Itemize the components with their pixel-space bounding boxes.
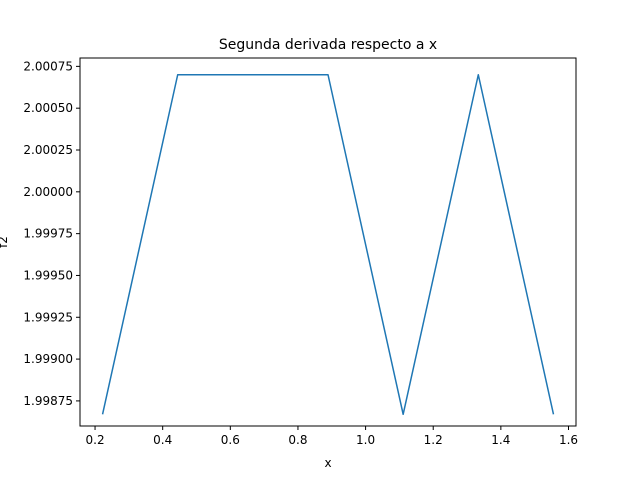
y-tick-label: 2.00025: [23, 143, 73, 157]
y-tick-label: 1.99900: [23, 352, 73, 366]
x-axis-label: x: [324, 456, 331, 470]
y-axis-ticks: 1.99875 1.99900 1.99925 1.99950 1.99975 2.000…: [23, 59, 80, 408]
x-axis-ticks: 0.2 0.4 0.6 0.8 1.0 1.2 1.4 1.6: [86, 426, 578, 447]
x-tick-label: 1.4: [491, 433, 510, 447]
x-tick-label: 1.6: [559, 433, 578, 447]
x-tick-label: 0.6: [221, 433, 240, 447]
plot-area-frame: [79, 57, 577, 427]
series-layer: [101, 73, 555, 416]
y-tick-label: 1.99875: [23, 394, 73, 408]
y-tick-label: 2.00075: [23, 59, 73, 73]
y-tick-label: 1.99925: [23, 310, 73, 324]
x-tick-label: 1.0: [356, 433, 375, 447]
x-tick-label: 0.8: [288, 433, 307, 447]
chart-title: Segunda derivada respecto a x: [219, 37, 437, 53]
y-tick-label: 2.00000: [23, 185, 73, 199]
y-axis-label: f2: [0, 236, 10, 248]
y-tick-label: 1.99975: [23, 227, 73, 241]
x-tick-label: 0.4: [153, 433, 172, 447]
x-tick-label: 1.2: [424, 433, 443, 447]
x-tick-label: 0.2: [86, 433, 105, 447]
y-tick-label: 2.00050: [23, 101, 73, 115]
y-tick-label: 1.99950: [23, 268, 73, 282]
